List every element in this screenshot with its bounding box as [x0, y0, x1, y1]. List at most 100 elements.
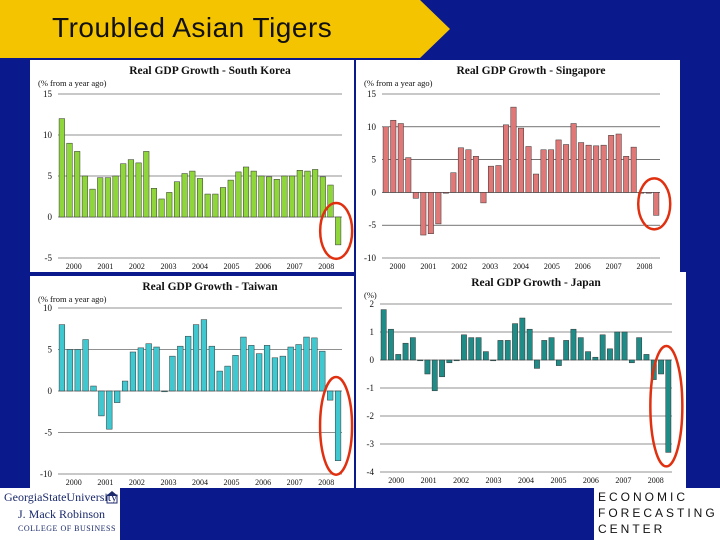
y-tick-label: -3	[367, 439, 375, 449]
x-tick-label: 2008	[318, 262, 334, 271]
bar	[145, 343, 152, 392]
bar	[585, 144, 592, 193]
y-axis-label: (% from a year ago)	[38, 78, 107, 88]
bar	[185, 335, 192, 392]
bar	[599, 334, 606, 361]
x-tick-label: 2005	[224, 262, 240, 271]
bar	[189, 170, 196, 218]
bar	[439, 359, 445, 378]
bar	[420, 192, 427, 236]
x-tick-label: 2001	[97, 478, 113, 487]
title-band-shape	[0, 0, 450, 58]
bar	[431, 359, 438, 392]
bar	[397, 123, 404, 193]
highlight-ellipse	[318, 201, 354, 261]
bar	[424, 359, 431, 375]
bar	[636, 337, 643, 361]
x-tick-label: 2007	[287, 478, 303, 487]
bar	[417, 359, 424, 362]
bar	[435, 192, 442, 225]
gsu-logo-line3: COLLEGE OF BUSINESS	[18, 524, 116, 533]
bar	[58, 324, 66, 392]
bar	[592, 356, 599, 361]
bar	[402, 342, 409, 361]
chart-taiwan: 10 5 0 -5 -10 2000 2001 2002 2003 2004 2005 2006 200…	[30, 276, 354, 488]
bar	[450, 172, 457, 193]
bar	[74, 349, 81, 392]
bar	[112, 175, 119, 218]
bar	[495, 165, 502, 193]
bar	[548, 337, 555, 361]
bar	[127, 159, 134, 218]
y-tick-label: 15	[367, 89, 377, 99]
x-tick-label: 2003	[160, 262, 176, 271]
bar	[600, 144, 607, 193]
x-tick-label: 2003	[482, 262, 498, 271]
bar	[250, 170, 257, 218]
bar	[256, 353, 263, 392]
bar	[658, 359, 664, 375]
bar	[335, 216, 342, 246]
bar	[461, 334, 467, 361]
bar	[97, 177, 104, 218]
chart-title: Real GDP Growth - Japan	[471, 277, 601, 289]
bar	[615, 133, 622, 193]
bar	[585, 351, 591, 361]
bar	[327, 184, 334, 218]
bar	[533, 173, 539, 193]
slide-title: Troubled Asian Tigers	[52, 12, 333, 43]
x-tick-label: 2004	[192, 478, 208, 487]
bar	[135, 162, 142, 218]
bar	[137, 347, 144, 392]
y-tick-label: -4	[367, 467, 375, 477]
bar	[534, 359, 540, 369]
x-tick-label: 2004	[518, 476, 534, 485]
y-tick-label: 2	[370, 299, 375, 309]
y-axis-label: (%)	[364, 290, 377, 300]
bar	[497, 340, 504, 361]
y-tick-label: 1	[370, 327, 375, 337]
bar	[405, 157, 412, 193]
bar	[442, 192, 449, 194]
y-axis-label: (% from a year ago)	[364, 78, 433, 88]
x-tick-label: 2000	[66, 478, 82, 487]
x-tick-label: 2006	[255, 262, 271, 271]
bar	[295, 344, 302, 392]
x-tick-label: 2007	[606, 262, 622, 271]
x-tick-label: 2001	[421, 476, 437, 485]
x-tick-label: 2008	[648, 476, 664, 485]
bar	[334, 390, 342, 461]
bar	[548, 149, 555, 193]
bar	[563, 340, 570, 361]
x-tick-label: 2000	[66, 262, 82, 271]
x-tick-label: 2005	[544, 262, 560, 271]
bar	[216, 370, 223, 392]
x-tick-label: 2000	[388, 476, 404, 485]
y-tick-label: 0	[48, 386, 53, 396]
x-tick-label: 2003	[160, 478, 176, 487]
bar	[192, 324, 200, 392]
bar	[412, 192, 419, 199]
bar	[446, 359, 453, 364]
gsu-logo-line2: J. Mack Robinson	[18, 507, 105, 521]
bar	[504, 340, 511, 361]
x-tick-label: 2002	[453, 476, 469, 485]
chart-title: Real GDP Growth - Taiwan	[142, 281, 278, 293]
bar	[621, 331, 628, 361]
bar	[106, 390, 113, 430]
y-tick-label: -10	[364, 253, 376, 263]
bar	[465, 149, 472, 193]
bar	[643, 354, 650, 361]
x-tick-label: 2006	[583, 476, 599, 485]
bar	[518, 127, 524, 193]
bar	[311, 337, 318, 392]
y-tick-label: 10	[367, 122, 377, 132]
bar	[472, 156, 479, 193]
bar	[577, 337, 584, 361]
bar	[380, 309, 387, 361]
bar	[319, 350, 326, 392]
bar	[263, 345, 271, 392]
x-tick-label: 2006	[255, 478, 271, 487]
y-tick-label: 10	[43, 130, 53, 140]
bar	[240, 336, 247, 392]
